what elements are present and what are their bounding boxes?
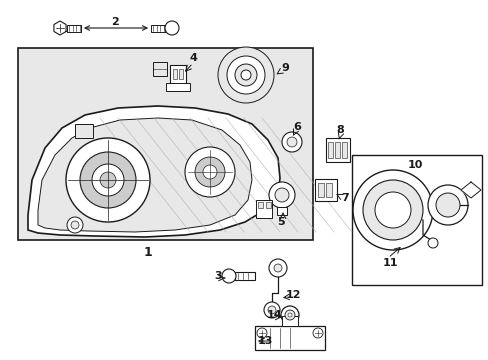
- Bar: [67, 24, 81, 32]
- Text: 5: 5: [277, 217, 284, 227]
- Circle shape: [287, 313, 291, 317]
- Circle shape: [312, 328, 323, 338]
- Bar: [18, 48, 312, 240]
- Circle shape: [226, 56, 264, 94]
- Text: 7: 7: [341, 193, 348, 203]
- Circle shape: [164, 21, 179, 35]
- Bar: [258, 202, 263, 208]
- Text: 10: 10: [407, 160, 422, 170]
- Polygon shape: [28, 106, 280, 237]
- Bar: [235, 272, 254, 280]
- Bar: [170, 65, 185, 87]
- Circle shape: [71, 221, 79, 229]
- Bar: [341, 142, 346, 158]
- Text: 12: 12: [285, 290, 300, 300]
- Circle shape: [268, 259, 286, 277]
- Bar: [256, 200, 271, 218]
- Bar: [151, 24, 164, 32]
- Circle shape: [195, 157, 224, 187]
- Circle shape: [92, 164, 124, 196]
- Circle shape: [282, 132, 302, 152]
- Bar: [153, 62, 167, 76]
- Circle shape: [67, 217, 83, 233]
- Circle shape: [273, 264, 282, 272]
- Polygon shape: [54, 21, 66, 35]
- Circle shape: [203, 165, 217, 179]
- Circle shape: [264, 302, 280, 318]
- Bar: [334, 142, 339, 158]
- Bar: [314, 179, 336, 201]
- Bar: [75, 124, 93, 138]
- Text: 13: 13: [257, 336, 272, 346]
- Circle shape: [222, 269, 236, 283]
- Text: 9: 9: [281, 63, 288, 73]
- Circle shape: [235, 64, 257, 86]
- Circle shape: [80, 152, 136, 208]
- Bar: [173, 69, 177, 79]
- Text: 14: 14: [265, 310, 281, 320]
- Bar: [254, 326, 325, 350]
- Polygon shape: [38, 118, 251, 232]
- Bar: [325, 183, 331, 197]
- Circle shape: [427, 238, 437, 248]
- Bar: [282, 316, 297, 326]
- Circle shape: [427, 185, 467, 225]
- Circle shape: [184, 147, 235, 197]
- Circle shape: [286, 137, 296, 147]
- Circle shape: [281, 306, 298, 324]
- Text: 11: 11: [382, 258, 397, 268]
- Circle shape: [66, 138, 150, 222]
- Circle shape: [435, 193, 459, 217]
- Circle shape: [285, 310, 294, 320]
- Text: 4: 4: [189, 53, 197, 63]
- Circle shape: [100, 172, 116, 188]
- Circle shape: [218, 47, 273, 103]
- Circle shape: [268, 182, 294, 208]
- Bar: [325, 138, 349, 162]
- Circle shape: [352, 170, 432, 250]
- Bar: [179, 69, 183, 79]
- Circle shape: [374, 192, 410, 228]
- Bar: [317, 183, 324, 197]
- Text: 3: 3: [214, 271, 222, 281]
- Bar: [351, 155, 481, 285]
- Bar: [276, 207, 286, 215]
- Text: 6: 6: [292, 122, 300, 132]
- Bar: [265, 202, 270, 208]
- Polygon shape: [460, 182, 480, 198]
- Circle shape: [241, 70, 250, 80]
- Bar: [165, 83, 190, 91]
- Text: 1: 1: [143, 246, 152, 258]
- Circle shape: [257, 328, 266, 338]
- Circle shape: [274, 188, 288, 202]
- Bar: [327, 142, 332, 158]
- Circle shape: [362, 180, 422, 240]
- Circle shape: [267, 306, 275, 314]
- Text: 8: 8: [335, 125, 343, 135]
- Text: 2: 2: [111, 17, 119, 27]
